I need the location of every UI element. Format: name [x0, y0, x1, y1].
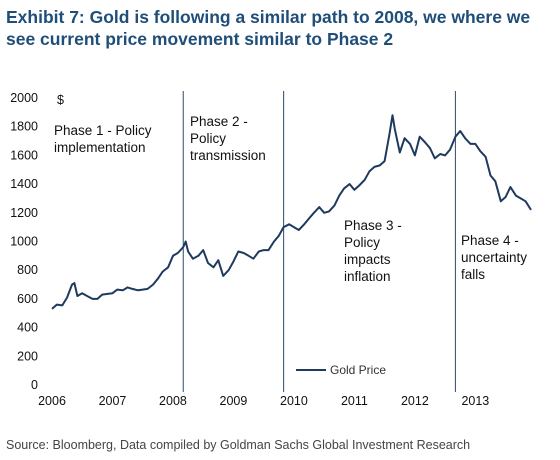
gold-price-line [51, 114, 532, 310]
y-unit-label: $ [57, 93, 64, 107]
phase-annotation-line: impacts [344, 252, 391, 267]
phase-annotation-4: Phase 4 - uncertainty falls [461, 233, 527, 282]
x-axis: 2006 2007 2008 2009 2010 2011 2012 2013 [38, 394, 489, 408]
phase-annotation-line: Phase 3 - [344, 218, 402, 233]
y-tick-label: 800 [17, 263, 38, 277]
phase-annotation-line: falls [461, 267, 485, 282]
y-axis: 0 200 400 600 800 1000 1200 1400 1600 1800 2000 $ [10, 91, 64, 392]
phase-annotation-line: Policy [344, 235, 380, 250]
phase-annotation-line: Phase 1 - Policy [54, 123, 152, 138]
phase-annotation-1: Phase 1 - Policy implementation [54, 123, 152, 155]
phase-annotation-line: Policy [190, 131, 226, 146]
x-tick-label: 2007 [99, 394, 127, 408]
series-layer [51, 114, 532, 310]
source-note: Source: Bloomberg, Data compiled by Gold… [6, 438, 471, 452]
phase-annotation-line: implementation [54, 140, 146, 155]
phase-annotation-line: transmission [190, 148, 266, 163]
phase-annotation-2: Phase 2 - Policy transmission [190, 114, 266, 163]
phase-annotation-3: Phase 3 - Policy impacts inflation [344, 218, 402, 284]
legend-label: Gold Price [330, 363, 386, 377]
x-tick-label: 2009 [220, 394, 248, 408]
phase-annotation-line: Phase 4 - [461, 233, 519, 248]
x-tick-label: 2008 [159, 394, 187, 408]
phase-annotation-line: uncertainty [461, 250, 527, 265]
y-tick-label: 600 [17, 292, 38, 306]
phase-annotation-line: Phase 2 - [190, 114, 248, 129]
phase-boundaries [182, 91, 456, 392]
chart-title: Exhibit 7: Gold is following a similar p… [6, 7, 531, 49]
x-tick-label: 2013 [461, 394, 489, 408]
y-tick-label: 1800 [10, 120, 38, 134]
y-tick-label: 1400 [10, 177, 38, 191]
x-tick-label: 2012 [401, 394, 429, 408]
legend: Gold Price [296, 363, 386, 377]
phase-annotation-line: inflation [344, 269, 391, 284]
y-tick-label: 1200 [10, 206, 38, 220]
y-tick-label: 1000 [10, 235, 38, 249]
y-tick-label: 1600 [10, 148, 38, 162]
x-tick-label: 2010 [280, 394, 308, 408]
y-tick-label: 2000 [10, 91, 38, 105]
x-tick-label: 2011 [341, 394, 368, 408]
y-tick-label: 0 [31, 378, 38, 392]
y-tick-label: 200 [17, 349, 38, 363]
x-tick-label: 2006 [38, 394, 66, 408]
y-tick-label: 400 [17, 321, 38, 335]
